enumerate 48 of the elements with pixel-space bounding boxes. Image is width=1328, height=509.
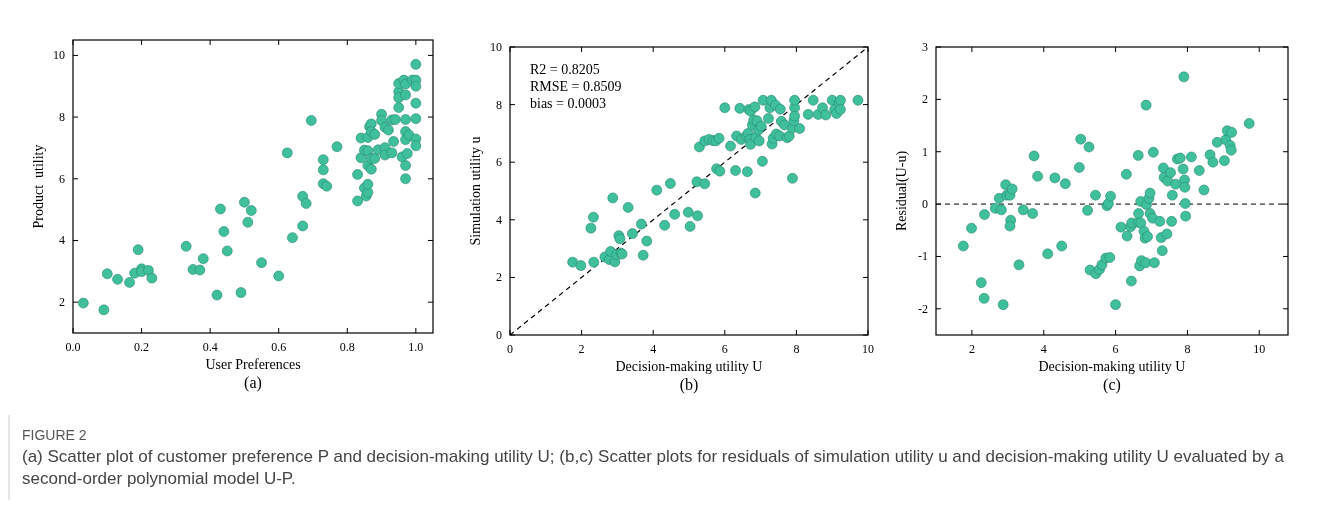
y-tick-label: 1 (922, 144, 928, 159)
text: (a) Scatter plot of customer preference P and decision-making utility U; (b,c) Scatter plots for residuals of simulation utility u and decision-making utility U evaluated by a second-order polynomial model U-P. (22, 447, 1285, 488)
x-tick-label: 1.0 (408, 340, 424, 354)
y-tick-label: 10 (490, 40, 502, 54)
y-tick-label: 6 (496, 155, 502, 170)
y-tick-label: 4 (496, 212, 502, 227)
annotation: bias = 0.0003 (530, 96, 606, 111)
y-tick-label: 4 (59, 233, 65, 248)
y-tick-label: 3 (922, 40, 928, 54)
text: (b) (679, 376, 699, 394)
y-tick-label: 2 (496, 270, 502, 285)
x-tick-label: 2 (578, 342, 585, 356)
y-tick-label: 0 (496, 328, 502, 342)
x-axis-title: Decision-making utility U (615, 359, 763, 374)
y-axis-title: Product utility (31, 144, 46, 229)
x-tick-label: 8 (1184, 342, 1191, 356)
x-tick-label: 6 (1112, 342, 1119, 356)
y-tick-label: -2 (918, 301, 928, 316)
text: (c) (1103, 376, 1121, 394)
x-tick-label: 10 (862, 342, 874, 356)
x-tick-label: 0.6 (271, 340, 287, 354)
y-axis-title: Residual(U-u) (894, 150, 910, 232)
text: FIGURE 2 (22, 427, 87, 443)
y-tick-label: 0 (922, 197, 928, 212)
x-tick-label: 0 (507, 342, 513, 356)
y-tick-label: 8 (59, 110, 65, 125)
x-tick-label: 0.8 (339, 340, 355, 354)
y-tick-label: 6 (59, 171, 65, 186)
y-tick-label: 2 (922, 92, 928, 107)
x-tick-label: 4 (1040, 342, 1047, 356)
x-tick-label: 0.2 (134, 340, 150, 354)
text: (a) (244, 374, 262, 392)
x-tick-label: 0.4 (202, 340, 218, 354)
x-tick-label: 10 (1253, 342, 1266, 356)
x-axis-title: Decision-making utility U (1038, 359, 1186, 374)
y-tick-label: -1 (918, 249, 928, 264)
y-tick-label: 8 (496, 97, 502, 112)
x-axis-title: User Preferences (205, 357, 301, 372)
y-axis-title: Simulation utility u (468, 136, 483, 246)
annotation: RMSE = 0.8509 (530, 79, 622, 94)
x-tick-label: 4 (650, 342, 657, 356)
x-tick-label: 6 (721, 342, 728, 356)
x-tick-label: 8 (793, 342, 800, 356)
x-tick-label: 2 (968, 342, 975, 356)
x-tick-label: 0.0 (65, 340, 81, 354)
y-tick-label: 2 (59, 295, 65, 310)
y-tick-label: 10 (53, 48, 65, 63)
annotation: R2 = 0.8205 (530, 62, 600, 77)
